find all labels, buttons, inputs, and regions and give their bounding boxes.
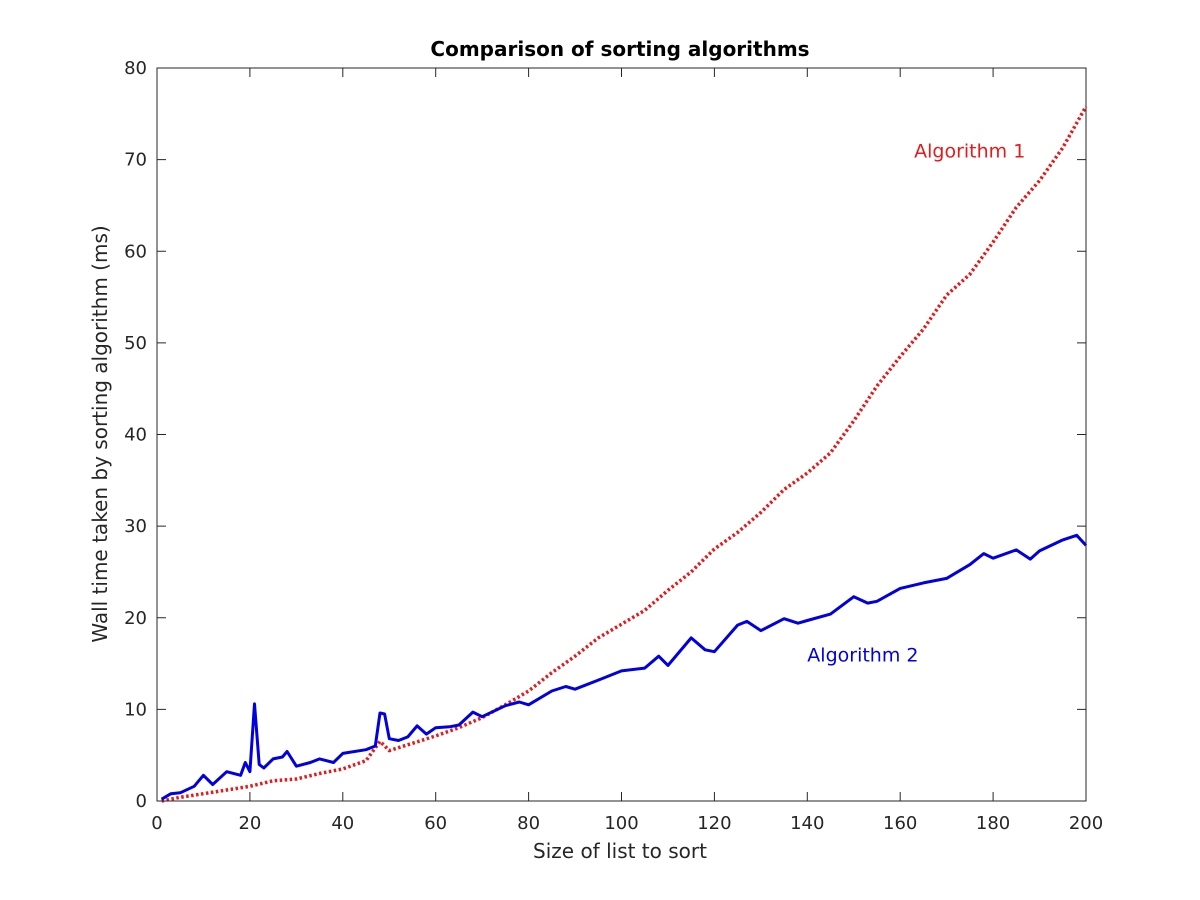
series-line-1 [161,105,1088,803]
x-tick-label: 120 [697,813,731,834]
axes-layer: 0 20 40 60 80 100 120 140 160 180 200 0 10 20 30 40 50 60… [124,58,1103,834]
x-tick-label: 40 [331,813,354,834]
x-tick-label: 20 [238,813,261,834]
x-tick-label: 100 [604,813,638,834]
x-tick-label: 140 [790,813,824,834]
x-tick-label: 0 [151,813,162,834]
x-tick-label: 60 [424,813,447,834]
series-annotation-2: Algorithm 2 [807,644,918,666]
series-line-2 [160,533,1088,801]
x-tick-label: 80 [517,813,540,834]
y-tick-label: 10 [124,699,147,720]
y-tick-label: 0 [136,791,147,812]
x-tick-label: 160 [883,813,917,834]
y-tick-label: 30 [124,516,147,537]
y-tick-label: 50 [124,333,147,354]
y-tick-label: 70 [124,150,147,171]
annotation-layer: Algorithm 1 Algorithm 2 [807,140,1025,666]
y-tick-label: 20 [124,608,147,629]
series-layer [160,105,1088,803]
x-tick-label: 200 [1069,813,1103,834]
y-axis-label: Wall time taken by sorting algorithm (ms… [88,225,112,642]
plot-area [157,68,1086,801]
chart-title: Comparison of sorting algorithms [430,37,809,61]
x-axis-label: Size of list to sort [533,839,707,863]
plot-background [157,68,1086,801]
x-tick-label: 180 [976,813,1010,834]
y-tick-label: 80 [124,58,147,79]
y-tick-label: 40 [124,425,147,446]
series-annotation-1: Algorithm 1 [914,140,1025,162]
y-tick-label: 60 [124,241,147,262]
